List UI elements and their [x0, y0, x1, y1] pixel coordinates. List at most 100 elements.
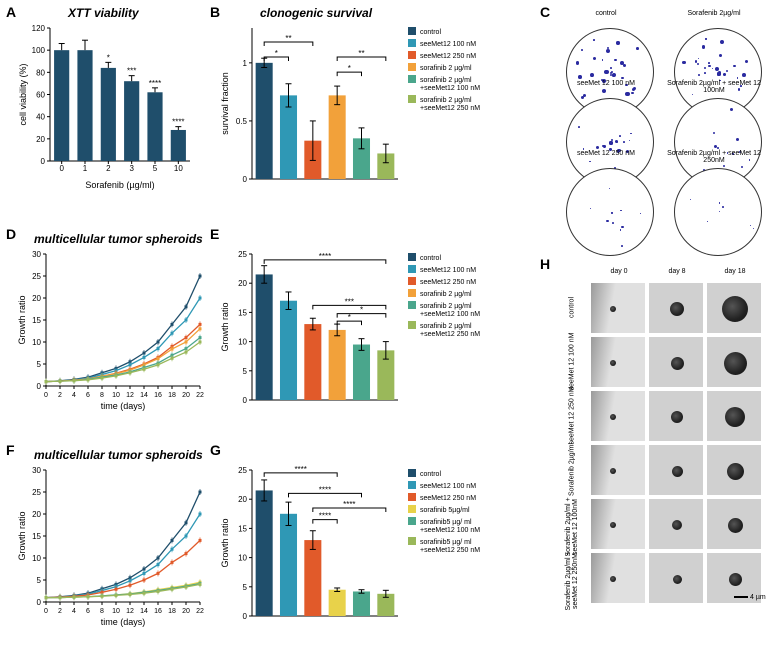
plate-label: control [552, 10, 660, 17]
plate-label: Sorafenib 2µg/ml [660, 10, 768, 17]
svg-text:****: **** [319, 485, 331, 494]
spheroid-col-label: day 18 [706, 268, 764, 275]
svg-text:100: 100 [32, 46, 46, 55]
spheroid-cell [648, 336, 704, 388]
panel-C: controlSorafenib 2µg/ml seeMet 12 100 nM S… [552, 10, 776, 220]
svg-text:*: * [107, 53, 110, 62]
svg-text:0: 0 [44, 608, 48, 615]
spheroid-cell [648, 390, 704, 442]
svg-text:14: 14 [140, 392, 148, 399]
svg-text:seeMet12 250 nM: seeMet12 250 nM [420, 53, 476, 60]
spheroid-row-label: seeMet 12 100 nM [569, 332, 576, 392]
svg-text:time (days): time (days) [101, 617, 146, 627]
spheroid-cell [706, 390, 762, 442]
panel-B-title: clonogenic survival [260, 6, 372, 20]
svg-text:20: 20 [32, 510, 41, 519]
svg-text:control: control [420, 471, 441, 478]
spheroid-cell [648, 552, 704, 604]
label-C: C [540, 4, 550, 20]
svg-text:Sorafenib (µg/ml): Sorafenib (µg/ml) [85, 180, 154, 190]
spheroid-cell [590, 390, 646, 442]
spheroid-col-label: day 8 [648, 268, 706, 275]
svg-text:6: 6 [86, 392, 90, 399]
svg-text:18: 18 [168, 608, 176, 615]
spheroid-cell [648, 282, 704, 334]
svg-text:**: ** [285, 34, 291, 43]
svg-text:1: 1 [83, 164, 88, 173]
svg-text:0: 0 [41, 157, 46, 166]
svg-text:12: 12 [126, 608, 134, 615]
svg-text:control: control [420, 255, 441, 262]
panel-E: 0510152025*********Growth ratiocontrolse… [218, 232, 528, 412]
panel-B: clonogenic survival 00.51******survival … [218, 6, 528, 191]
panel-G: 0510152025****************Growth ratioco… [218, 448, 528, 628]
svg-text:22: 22 [196, 608, 204, 615]
svg-text:30: 30 [32, 466, 41, 475]
panel-A: XTT viability 02040608010012001*2***3***… [16, 6, 196, 191]
svg-text:seeMet12 250 nM: seeMet12 250 nM [420, 495, 476, 502]
svg-text:25: 25 [238, 250, 247, 259]
svg-text:2: 2 [58, 392, 62, 399]
svg-text:0: 0 [44, 392, 48, 399]
svg-text:16: 16 [154, 392, 162, 399]
spheroid-row-label: Sorafenib 2µg/ml + seeMet 12 250nM [565, 551, 579, 611]
svg-text:0: 0 [243, 396, 248, 405]
svg-text:seeMet12 100 nM: seeMet12 100 nM [420, 483, 476, 490]
svg-text:seeMet12 100 nM: seeMet12 100 nM [420, 267, 476, 274]
scale-bar: 4 µm [734, 594, 766, 601]
svg-text:****: **** [172, 118, 184, 127]
svg-text:sorafinib 2 µg/ml: sorafinib 2 µg/ml [420, 77, 472, 84]
panel-G-svg: 0510152025****************Growth ratioco… [218, 448, 528, 628]
label-F: F [6, 442, 15, 458]
colony-plate [674, 168, 762, 256]
label-A: A [6, 4, 16, 20]
spheroid-col-label: day 0 [590, 268, 648, 275]
svg-text:0: 0 [37, 382, 42, 391]
svg-text:Growth ratio: Growth ratio [17, 295, 27, 344]
svg-text:5: 5 [37, 576, 42, 585]
svg-text:20: 20 [32, 294, 41, 303]
svg-text:0: 0 [37, 598, 42, 607]
svg-text:time (days): time (days) [101, 401, 146, 411]
svg-text:survival fraction: survival fraction [220, 72, 230, 135]
svg-text:1: 1 [243, 59, 248, 68]
panel-B-svg: 00.51******survival fractioncontrolseeMe… [218, 6, 528, 191]
svg-text:0: 0 [59, 164, 64, 173]
spheroid-cell [590, 552, 646, 604]
svg-text:sorafinib5 µg/ ml: sorafinib5 µg/ ml [420, 539, 472, 546]
svg-text:4: 4 [72, 608, 76, 615]
colony-plate [566, 168, 654, 256]
panel-D-svg: 0510152025300246810121416182022time (day… [16, 232, 206, 412]
label-D: D [6, 226, 16, 242]
plate-label: seeMet 12 100 nM [552, 80, 660, 87]
svg-text:sorafinib 2 µg/ml: sorafinib 2 µg/ml [420, 291, 472, 298]
svg-text:control: control [420, 29, 441, 36]
spheroid-cell [590, 444, 646, 496]
svg-text:seeMet12 250 nM: seeMet12 250 nM [420, 279, 476, 286]
svg-text:sorafinib 2 µg/ml: sorafinib 2 µg/ml [420, 323, 472, 330]
svg-text:sorafinib 5µg/ml: sorafinib 5µg/ml [420, 507, 470, 514]
plate-label: seeMet 12 250 nM [552, 150, 660, 157]
svg-text:***: *** [127, 67, 136, 76]
svg-text:Growth ratio: Growth ratio [17, 511, 27, 560]
svg-text:12: 12 [126, 392, 134, 399]
svg-text:15: 15 [238, 308, 247, 317]
svg-text:20: 20 [182, 392, 190, 399]
plate-label: Sorafenib 2µg/ml + seeMet 12 250nM [660, 150, 768, 164]
svg-text:+seeMet12 250 nM: +seeMet12 250 nM [420, 547, 480, 554]
svg-text:25: 25 [238, 466, 247, 475]
svg-text:10: 10 [238, 554, 247, 563]
spheroid-row-label: Sorafenib 2µg/ml [569, 440, 576, 500]
svg-text:10: 10 [32, 554, 41, 563]
svg-text:15: 15 [32, 316, 41, 325]
spheroid-cell [590, 498, 646, 550]
svg-text:20: 20 [238, 279, 247, 288]
svg-text:****: **** [343, 500, 355, 509]
svg-text:10: 10 [174, 164, 183, 173]
panel-A-title: XTT viability [68, 6, 139, 20]
svg-text:10: 10 [238, 338, 247, 347]
svg-text:120: 120 [32, 24, 46, 33]
svg-text:60: 60 [36, 91, 45, 100]
svg-text:**: ** [358, 49, 364, 58]
svg-text:40: 40 [36, 113, 45, 122]
